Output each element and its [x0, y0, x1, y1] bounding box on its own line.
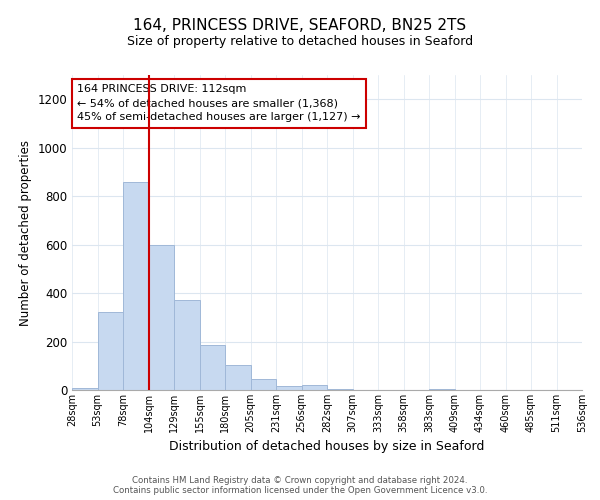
Bar — [429, 389, 455, 390]
Bar — [302, 385, 327, 390]
X-axis label: Distribution of detached houses by size in Seaford: Distribution of detached houses by size … — [169, 440, 485, 454]
Bar — [327, 389, 353, 390]
Bar — [123, 182, 149, 390]
Text: Size of property relative to detached houses in Seaford: Size of property relative to detached ho… — [127, 35, 473, 48]
Bar — [199, 345, 225, 390]
Bar — [251, 379, 276, 390]
Bar — [72, 388, 97, 390]
Bar — [225, 364, 251, 390]
Text: 164 PRINCESS DRIVE: 112sqm
← 54% of detached houses are smaller (1,368)
45% of s: 164 PRINCESS DRIVE: 112sqm ← 54% of deta… — [77, 84, 361, 122]
Bar — [149, 244, 174, 390]
Text: Contains public sector information licensed under the Open Government Licence v3: Contains public sector information licen… — [113, 486, 487, 495]
Bar — [276, 386, 302, 390]
Y-axis label: Number of detached properties: Number of detached properties — [19, 140, 32, 326]
Text: Contains HM Land Registry data © Crown copyright and database right 2024.: Contains HM Land Registry data © Crown c… — [132, 476, 468, 485]
Bar — [97, 312, 123, 390]
Text: 164, PRINCESS DRIVE, SEAFORD, BN25 2TS: 164, PRINCESS DRIVE, SEAFORD, BN25 2TS — [133, 18, 467, 32]
Bar — [174, 300, 199, 390]
